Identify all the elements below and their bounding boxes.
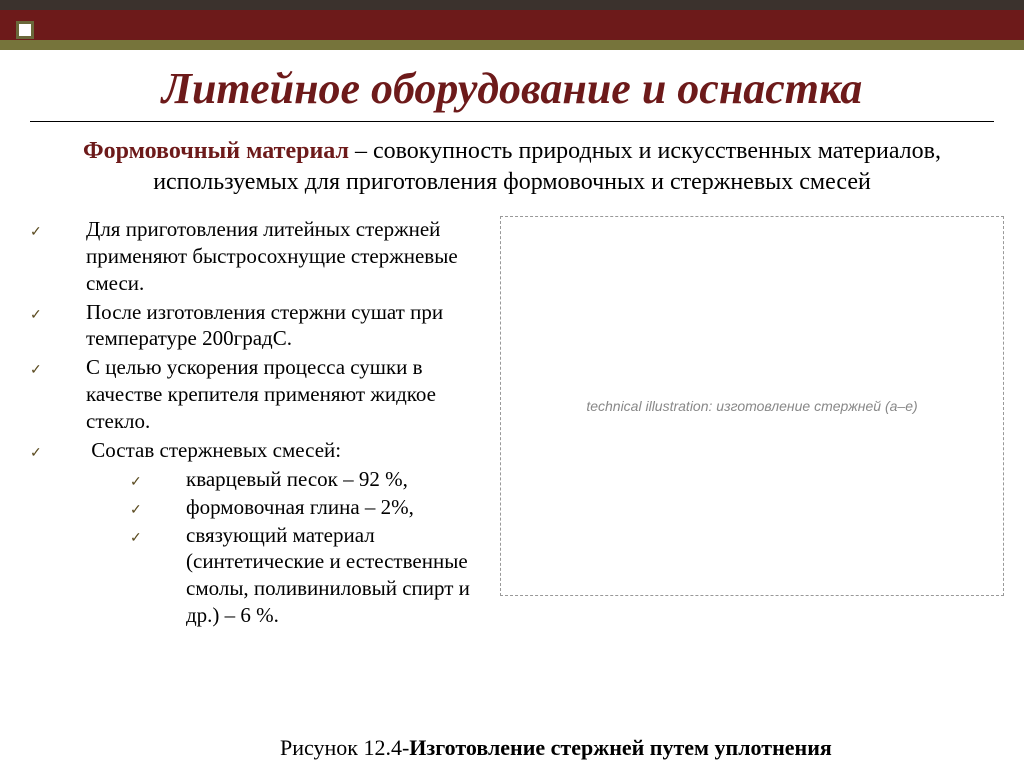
definition-paragraph: Формовочный материал – совокупность прир…: [30, 136, 994, 198]
main-list: Для приготовления литейных стержней прим…: [30, 216, 490, 629]
list-item: После изготовления стержни сушат при тем…: [30, 299, 490, 353]
header-bars: [0, 0, 1024, 50]
decor-square-icon: [16, 21, 34, 39]
list-item-label: Состав стержневых смесей:: [91, 438, 341, 462]
bar-top: [0, 0, 1024, 10]
figure-illustration: technical illustration: изготовление сте…: [500, 216, 1004, 596]
sub-list-item: связующий материал (синтетические и есте…: [86, 522, 490, 630]
figure-column: technical illustration: изготовление сте…: [500, 216, 1004, 631]
list-item: С целью ускорения процесса сушки в качес…: [30, 354, 490, 435]
sub-list-item: формовочная глина – 2%,: [86, 494, 490, 521]
caption-prefix: Рисунок 12.4-: [280, 735, 409, 760]
bullet-column: Для приготовления литейных стержней прим…: [30, 216, 490, 631]
sub-list-item: кварцевый песок – 92 %,: [86, 466, 490, 493]
list-item: Для приготовления литейных стержней прим…: [30, 216, 490, 297]
bar-bottom: [0, 40, 1024, 50]
definition-dash: –: [349, 138, 373, 164]
list-item: Состав стержневых смесей: кварцевый песо…: [30, 437, 490, 629]
figure-caption: Рисунок 12.4-Изготовление стержней путем…: [280, 735, 1004, 761]
title-rule: [30, 121, 994, 122]
definition-term: Формовочный материал: [83, 138, 349, 164]
caption-body: Изготовление стержней путем уплотнения: [409, 735, 832, 760]
sub-list: кварцевый песок – 92 %, формовочная глин…: [86, 466, 490, 629]
content-row: Для приготовления литейных стержней прим…: [0, 216, 1024, 631]
bar-middle: [0, 10, 1024, 40]
page-title: Литейное оборудование и оснастка: [30, 64, 994, 115]
